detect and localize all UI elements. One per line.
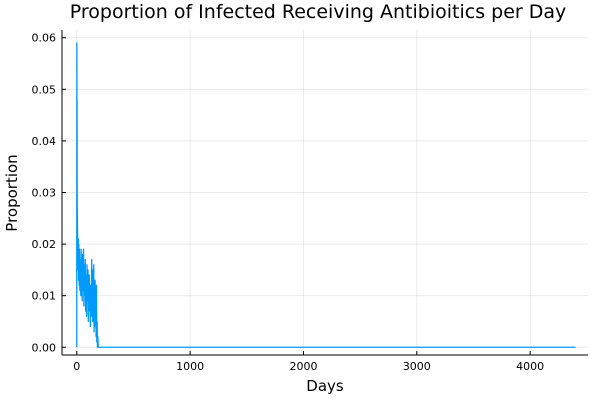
series-line	[76, 42, 576, 348]
y-tick-label: 0.02	[32, 238, 57, 251]
y-tick-label: 0.04	[32, 135, 57, 148]
y-tick-label: 0.00	[32, 341, 57, 354]
series-layer	[76, 42, 576, 348]
y-tick-label: 0.05	[32, 83, 57, 96]
x-tick-label: 2000	[289, 360, 317, 373]
y-tick-label: 0.06	[32, 32, 57, 45]
y-tick-label: 0.03	[32, 187, 57, 200]
x-axis-label: Days	[306, 377, 344, 395]
y-axis-label: Proportion	[3, 154, 21, 231]
x-tick-label: 0	[73, 360, 80, 373]
chart-title: Proportion of Infected Receiving Antibio…	[70, 1, 567, 23]
y-tick-label: 0.01	[32, 290, 57, 303]
y-ticks: 0.00 0.01 0.02 0.03 0.04 0.05 0.06	[32, 32, 66, 354]
x-tick-label: 4000	[516, 360, 544, 373]
x-tick-label: 3000	[403, 360, 431, 373]
x-tick-label: 1000	[176, 360, 204, 373]
x-ticks: 0 1000 2000 3000 4000	[73, 351, 544, 373]
